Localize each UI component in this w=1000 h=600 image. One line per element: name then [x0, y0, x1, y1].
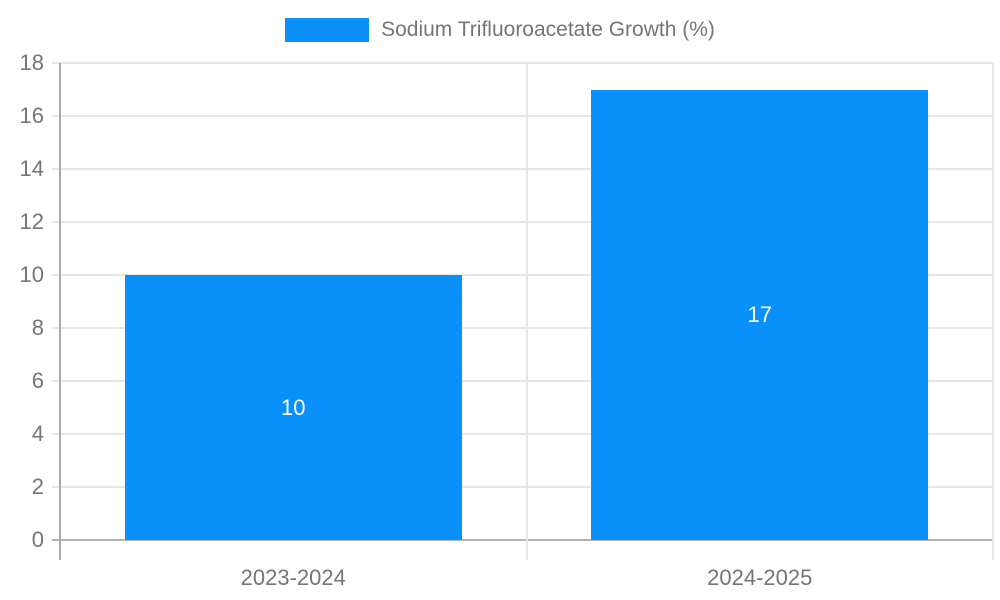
x-axis-line — [52, 539, 993, 541]
y-axis-tick-label: 18 — [19, 50, 44, 75]
y-axis-tick-label: 10 — [19, 262, 44, 287]
gridline-vertical — [525, 63, 528, 560]
gridline-horizontal — [52, 327, 993, 329]
gridline-horizontal — [52, 168, 993, 170]
x-axis-tick-label: 2024-2025 — [707, 565, 813, 590]
bar-2023-2024[interactable] — [124, 275, 462, 540]
gridline-horizontal — [52, 380, 993, 382]
x-axis-tick-label: 2023-2024 — [240, 565, 346, 590]
legend-label: Sodium Trifluoroacetate Growth (%) — [381, 18, 715, 41]
bar-value-label: 10 — [281, 394, 306, 420]
gridline-horizontal — [52, 115, 993, 117]
bar-2024-2025[interactable] — [591, 89, 929, 540]
gridline-vertical — [992, 63, 994, 560]
y-axis-tick-label: 0 — [31, 527, 44, 552]
gridline-horizontal — [52, 274, 993, 276]
y-axis-tick-label: 8 — [31, 315, 44, 340]
legend-swatch-icon — [285, 18, 370, 42]
bar-value-label: 17 — [747, 301, 772, 327]
legend-item[interactable]: Sodium Trifluoroacetate Growth (%) — [285, 18, 715, 42]
y-axis-tick-label: 4 — [31, 421, 44, 446]
gridline-horizontal — [52, 62, 993, 64]
y-axis-tick-label: 2 — [31, 474, 44, 499]
y-axis-line — [59, 63, 61, 560]
gridline-horizontal — [52, 486, 993, 488]
gridline-horizontal — [52, 221, 993, 223]
y-axis-tick-label: 16 — [19, 103, 44, 128]
y-axis-tick-label: 14 — [19, 156, 44, 181]
gridline-horizontal — [52, 433, 993, 435]
y-axis-tick-label: 12 — [19, 209, 44, 234]
y-axis-tick-label: 6 — [31, 368, 44, 393]
chart-legend: Sodium Trifluoroacetate Growth (%) — [0, 18, 1000, 42]
